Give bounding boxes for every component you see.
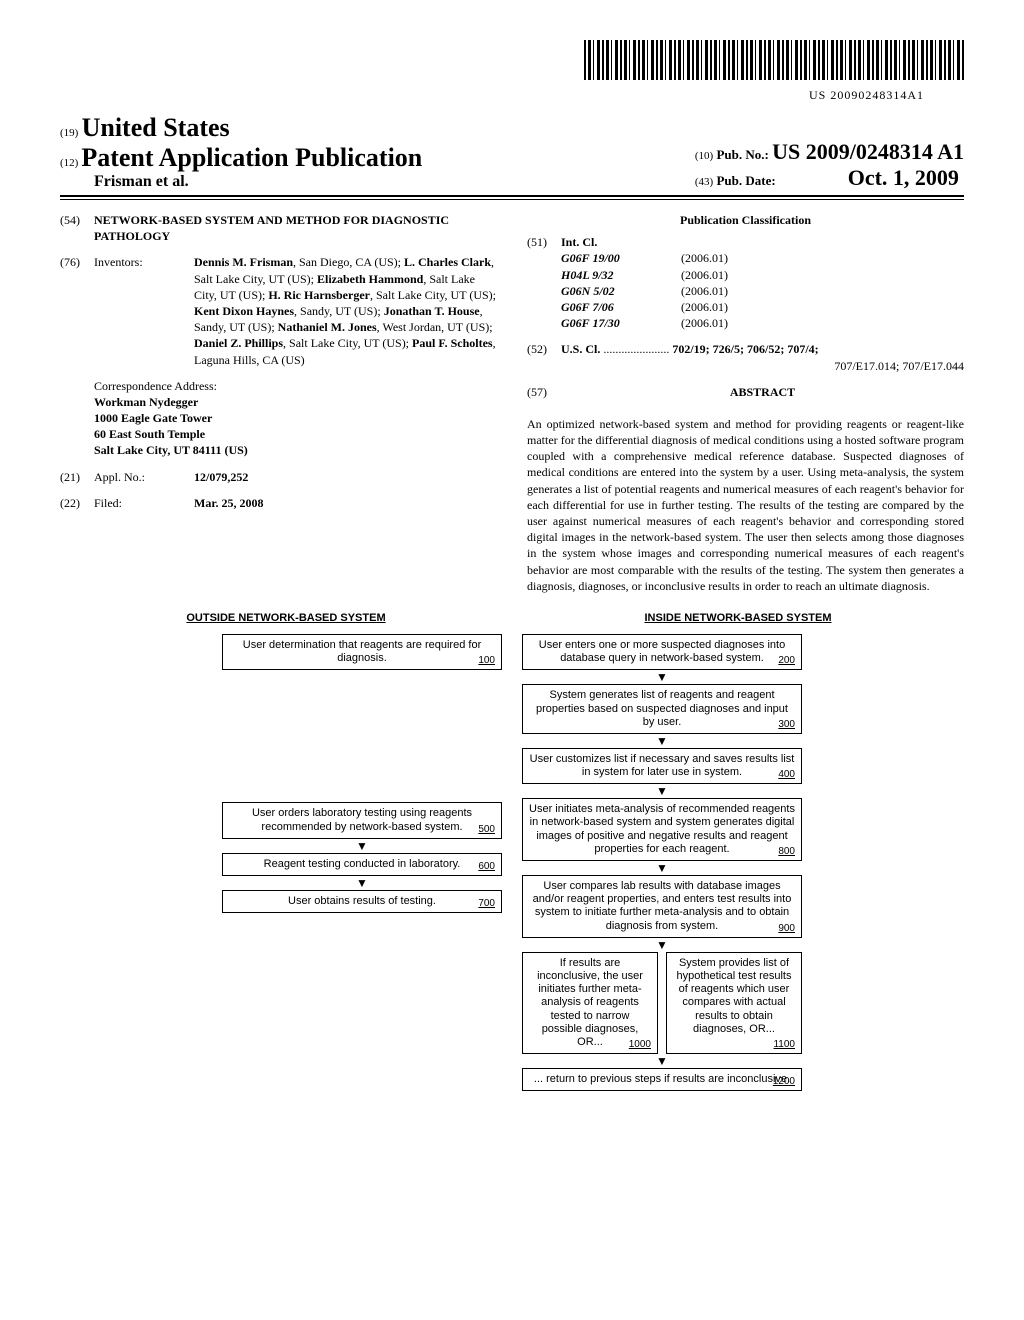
pubdate-label: Pub. Date: bbox=[716, 173, 775, 188]
intcl-code: G06F 19/00 bbox=[561, 250, 681, 266]
code-21: (21) bbox=[60, 469, 94, 485]
flow-box-400: User customizes list if necessary and sa… bbox=[522, 748, 802, 784]
pubdate: Oct. 1, 2009 bbox=[779, 165, 959, 191]
flow-box-600: Reagent testing conducted in laboratory.… bbox=[222, 853, 502, 876]
flow-box-1000: If results are inconclusive, the user in… bbox=[522, 952, 658, 1054]
code-19: (19) bbox=[60, 127, 78, 139]
arrow-down-icon: ▼ bbox=[656, 735, 668, 747]
corr-line1: Workman Nydegger bbox=[94, 395, 198, 409]
flow-box-1200: ... return to previous steps if results … bbox=[522, 1068, 802, 1091]
flow-box-700: User obtains results of testing. 700 bbox=[222, 890, 502, 913]
flow-header-left: OUTSIDE NETWORK-BASED SYSTEM bbox=[60, 612, 512, 624]
applno-label: Appl. No.: bbox=[94, 469, 194, 485]
barcode-text: US 20090248314A1 bbox=[60, 88, 924, 103]
inventors-label: Inventors: bbox=[94, 254, 194, 367]
uscl-line2: 707/E17.014; 707/E17.044 bbox=[834, 359, 964, 373]
correspondence-label: Correspondence Address: bbox=[94, 378, 497, 394]
corr-line4: Salt Lake City, UT 84111 (US) bbox=[94, 443, 248, 457]
pubnum-label: Pub. No.: bbox=[716, 147, 768, 162]
intcl-code: G06N 5/02 bbox=[561, 283, 681, 299]
code-22: (22) bbox=[60, 495, 94, 511]
flow-box-500: User orders laboratory testing using rea… bbox=[222, 802, 502, 838]
code-10: (10) bbox=[695, 150, 713, 162]
intcl-code: H04L 9/32 bbox=[561, 267, 681, 283]
doctype: Patent Application Publication bbox=[81, 143, 422, 172]
intcl-code: G06F 7/06 bbox=[561, 299, 681, 315]
flow-header-right: INSIDE NETWORK-BASED SYSTEM bbox=[512, 612, 964, 624]
uscl-line1: 702/19; 726/5; 706/52; 707/4; bbox=[672, 342, 818, 356]
code-52: (52) bbox=[527, 341, 561, 373]
code-57: (57) bbox=[527, 384, 561, 406]
intcl-version: (2006.01) bbox=[681, 267, 728, 283]
flow-box-200: User enters one or more suspected diagno… bbox=[522, 634, 802, 670]
intcl-row: H04L 9/32(2006.01) bbox=[561, 267, 964, 283]
uscl-dots: ...................... bbox=[600, 342, 672, 356]
intcl-version: (2006.01) bbox=[681, 283, 728, 299]
flow-box-1100: System provides list of hypothetical tes… bbox=[666, 952, 802, 1054]
header: (19) United States (12) Patent Applicati… bbox=[60, 113, 964, 197]
country: United States bbox=[82, 113, 230, 142]
applno: 12/079,252 bbox=[194, 470, 248, 484]
filed-date: Mar. 25, 2008 bbox=[194, 496, 264, 510]
arrow-down-icon: ▼ bbox=[356, 840, 368, 852]
code-76: (76) bbox=[60, 254, 94, 367]
barcode-graphic bbox=[584, 40, 964, 80]
flow-box-300: System generates list of reagents and re… bbox=[522, 684, 802, 734]
biblio: (54) NETWORK-BASED SYSTEM AND METHOD FOR… bbox=[60, 212, 964, 594]
arrow-down-icon: ▼ bbox=[356, 877, 368, 889]
invention-title: NETWORK-BASED SYSTEM AND METHOD FOR DIAG… bbox=[94, 212, 497, 244]
flowchart: OUTSIDE NETWORK-BASED SYSTEM INSIDE NETW… bbox=[60, 612, 964, 1091]
intcl-version: (2006.01) bbox=[681, 315, 728, 331]
arrow-down-icon: ▼ bbox=[656, 939, 668, 951]
corr-line2: 1000 Eagle Gate Tower bbox=[94, 411, 212, 425]
intcl-label: Int. Cl. bbox=[561, 235, 597, 249]
flow-box-900: User compares lab results with database … bbox=[522, 875, 802, 938]
flow-box-800: User initiates meta-analysis of recommen… bbox=[522, 798, 802, 861]
uscl-label: U.S. Cl. bbox=[561, 342, 600, 356]
arrow-down-icon: ▼ bbox=[656, 1055, 668, 1067]
code-54: (54) bbox=[60, 212, 94, 244]
arrow-down-icon: ▼ bbox=[656, 862, 668, 874]
code-12: (12) bbox=[60, 157, 78, 169]
intcl-row: G06F 19/00(2006.01) bbox=[561, 250, 964, 266]
filed-label: Filed: bbox=[94, 495, 194, 511]
intcl-version: (2006.01) bbox=[681, 299, 728, 315]
corr-line3: 60 East South Temple bbox=[94, 427, 205, 441]
intcl-code: G06F 17/30 bbox=[561, 315, 681, 331]
pubnum: US 2009/0248314 A1 bbox=[772, 139, 964, 164]
barcode-block bbox=[60, 40, 964, 84]
arrow-down-icon: ▼ bbox=[656, 671, 668, 683]
intcl-row: G06N 5/02(2006.01) bbox=[561, 283, 964, 299]
arrow-down-icon: ▼ bbox=[656, 785, 668, 797]
code-43: (43) bbox=[695, 176, 713, 188]
abstract-label: ABSTRACT bbox=[561, 384, 964, 400]
intcl-row: G06F 17/30(2006.01) bbox=[561, 315, 964, 331]
pubclass-heading: Publication Classification bbox=[527, 212, 964, 228]
abstract-text: An optimized network-based system and me… bbox=[527, 416, 964, 594]
header-authors: Frisman et al. bbox=[60, 173, 422, 191]
intcl-row: G06F 7/06(2006.01) bbox=[561, 299, 964, 315]
inventors: Dennis M. Frisman, San Diego, CA (US); L… bbox=[194, 254, 497, 367]
code-51: (51) bbox=[527, 234, 561, 331]
flow-box-100: User determination that reagents are req… bbox=[222, 634, 502, 670]
intcl-version: (2006.01) bbox=[681, 250, 728, 266]
